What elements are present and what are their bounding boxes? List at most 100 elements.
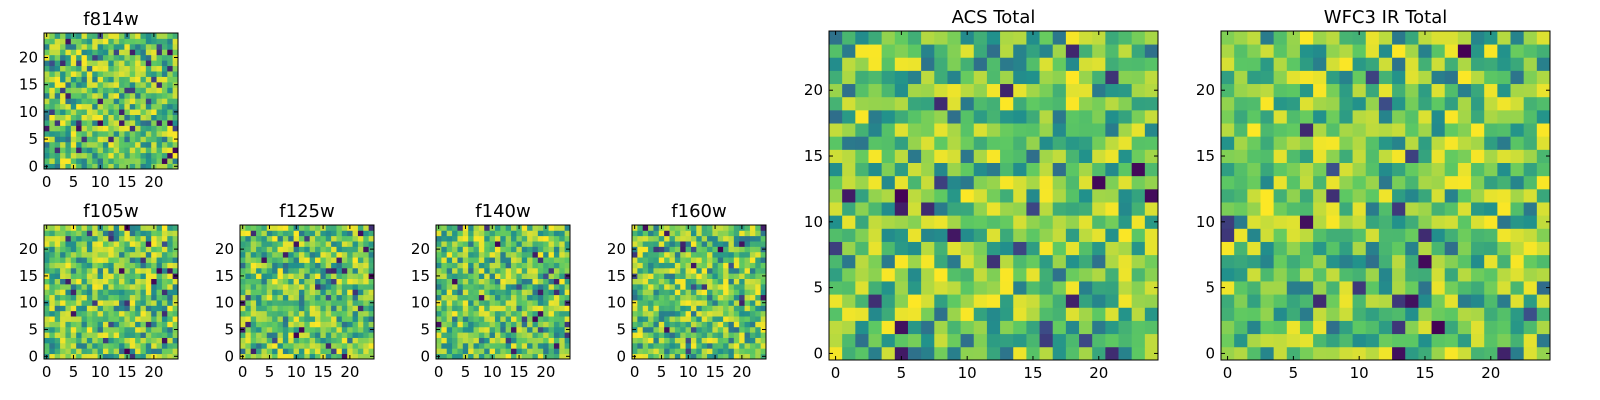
heatmap-cell (1405, 241, 1419, 256)
heatmap-cell (304, 251, 311, 258)
heatmap-cell (658, 241, 665, 247)
heatmap-cell (648, 257, 654, 263)
heatmap-cell (436, 332, 442, 338)
heatmap-cell (167, 92, 174, 99)
heatmap-cell (564, 305, 571, 312)
heatmap-cell (680, 332, 686, 338)
heatmap-cell (65, 300, 72, 306)
heatmap-cell (108, 225, 115, 231)
heatmap-cell (172, 310, 179, 317)
heatmap-cell (102, 257, 109, 263)
heatmap-cell (145, 76, 152, 83)
heatmap-cell (829, 123, 843, 137)
heatmap-cell (537, 273, 544, 279)
heatmap-cell (707, 257, 713, 263)
heatmap-cell (674, 278, 681, 285)
heatmap-cell (446, 310, 453, 317)
heatmap-cell (680, 235, 686, 242)
heatmap-cell (696, 316, 703, 322)
heatmap-cell (352, 273, 359, 279)
heatmap-cell (881, 281, 896, 295)
heatmap-cell (1118, 31, 1133, 45)
heatmap-cell (1000, 281, 1014, 295)
heatmap-cell (632, 230, 638, 237)
heatmap-cell (151, 342, 157, 349)
heatmap-cell (986, 57, 1001, 71)
heatmap-cell (478, 326, 485, 333)
heatmap-cell (537, 235, 544, 242)
heatmap-cell (70, 103, 77, 110)
heatmap-cell (532, 235, 539, 242)
heatmap-cell (947, 123, 961, 137)
heatmap-cell (648, 225, 654, 231)
heatmap-cell (172, 278, 179, 285)
heatmap-cell (49, 54, 56, 61)
heatmap-cell (723, 342, 729, 349)
heatmap-cell (733, 246, 740, 253)
heatmap-cell (1392, 241, 1406, 256)
heatmap-cell (145, 342, 152, 349)
heatmap-cell (1000, 267, 1014, 282)
heatmap-cell (674, 321, 681, 328)
heatmap-cell (325, 262, 332, 269)
heatmap-cell (145, 310, 152, 317)
heatmap-cell (462, 337, 469, 344)
heatmap-cell (331, 342, 337, 349)
heatmap-cell (70, 60, 77, 67)
heatmap-cell (309, 225, 316, 231)
heatmap-cell (842, 57, 856, 71)
heatmap-cell (973, 57, 988, 71)
heatmap-cell (304, 230, 311, 237)
heatmap-cell (320, 283, 327, 290)
heatmap-cell (86, 251, 93, 258)
heatmap-cell (462, 300, 469, 306)
heatmap-cell (564, 230, 571, 237)
heatmap-cell (749, 348, 756, 355)
heatmap-cell (1079, 70, 1093, 85)
heatmap-cell (907, 254, 922, 269)
heatmap-cell (1247, 96, 1261, 111)
heatmap-cell (315, 316, 321, 322)
heatmap-cell (934, 31, 948, 45)
heatmap-cell (304, 310, 311, 317)
heatmap-cell (553, 262, 560, 269)
heatmap-cell (161, 76, 168, 83)
heatmap-cell (357, 326, 364, 333)
heatmap-cell (325, 305, 332, 312)
heatmap-cell (468, 251, 474, 258)
y-tick-label: 0 (28, 157, 38, 175)
heatmap-cell (102, 305, 109, 312)
heatmap-cell (65, 305, 72, 312)
heatmap-cell (468, 246, 474, 253)
heatmap-cell (532, 278, 539, 285)
heatmap-cell (49, 152, 56, 159)
heatmap-cell (986, 294, 1001, 308)
heatmap-cell (521, 326, 528, 333)
heatmap-cell (1497, 346, 1511, 361)
heatmap-cell (145, 294, 152, 301)
heatmap-cell (1079, 162, 1093, 177)
heatmap-cell (548, 316, 555, 322)
heatmap-cell (44, 141, 50, 148)
heatmap-cell (1536, 254, 1551, 269)
heatmap-cell (505, 246, 512, 253)
heatmap-cell (707, 241, 713, 247)
heatmap-cell (690, 326, 697, 333)
heatmap-cell (70, 71, 77, 77)
heatmap-cell (135, 76, 141, 83)
heatmap-cell (674, 332, 681, 338)
heatmap-cell (680, 348, 686, 355)
heatmap-cell (564, 321, 571, 328)
heatmap-cell (881, 136, 896, 150)
heatmap-cell (452, 310, 458, 317)
heatmap-cell (1510, 228, 1525, 242)
heatmap-cell (266, 289, 273, 296)
heatmap-cell (277, 257, 284, 263)
heatmap-cell (690, 353, 697, 360)
heatmap-cell (559, 230, 566, 237)
heatmap-cell (1052, 162, 1067, 177)
heatmap-cell (658, 316, 665, 322)
heatmap-cell (690, 273, 697, 279)
heatmap-cell (701, 278, 708, 285)
heatmap-cell (548, 348, 555, 355)
